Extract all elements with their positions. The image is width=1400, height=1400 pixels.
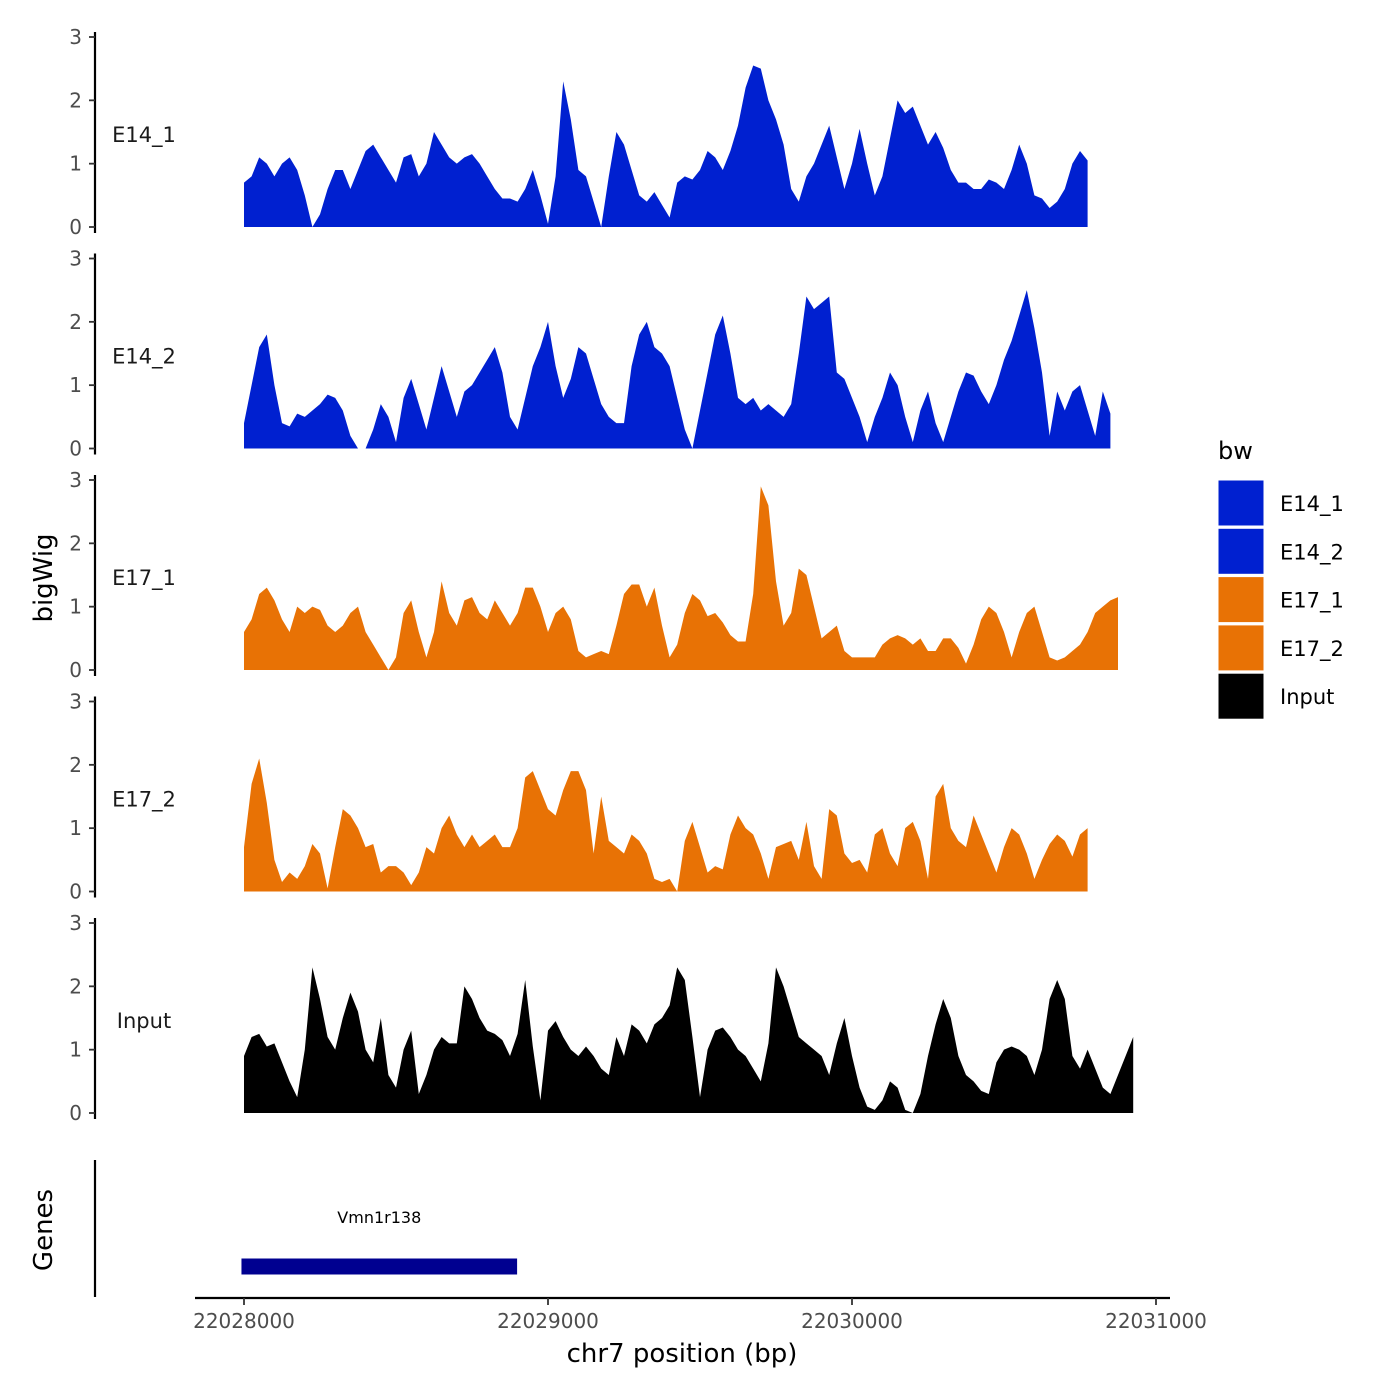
track-E17_1: 0 1 2 3 E17_1 [69, 468, 1118, 682]
track-label: E17_2 [112, 788, 176, 813]
legend-label: E14_2 [1280, 540, 1344, 565]
y-tick-label: 1 [69, 1038, 82, 1062]
y-tick-label: 0 [69, 658, 82, 682]
gene-body [240, 1257, 519, 1276]
legend: bw E14_1 E14_2 E17_1 E17_2 Input [1217, 437, 1344, 720]
signal-area [244, 967, 1134, 1113]
legend-swatch [1217, 527, 1265, 575]
y-tick-label: 3 [69, 247, 82, 271]
x-tick-label: 22030000 [801, 1309, 903, 1333]
tracks-layer: 0 1 2 3 E14_1 0 1 2 3 E14_2 0 1 2 3 E17_1 0 1 2 3 E17_2 0 1 2 3… [69, 25, 1134, 1125]
track-E17_2: 0 1 2 3 E17_2 [69, 690, 1088, 904]
legend-swatch [1217, 624, 1265, 672]
y-tick-label: 2 [69, 531, 82, 555]
y-tick-label: 1 [69, 373, 82, 397]
x-axis-title: chr7 position (bp) [567, 1339, 798, 1369]
x-tick-label: 22028000 [193, 1309, 295, 1333]
track-label: E14_2 [112, 345, 176, 370]
x-axis: 22028000 22029000 22030000 22031000 [193, 1296, 1207, 1333]
legend-title: bw [1218, 437, 1253, 465]
track-E14_1: 0 1 2 3 E14_1 [69, 25, 1088, 239]
legend-label: E17_2 [1280, 637, 1344, 662]
y-tick-label: 1 [69, 595, 82, 619]
y-tick-label: 0 [69, 215, 82, 239]
genes-axis-title: Genes [29, 1189, 59, 1271]
y-tick-label: 2 [69, 88, 82, 112]
legend-label: E17_1 [1280, 589, 1344, 614]
x-tick-label: 22031000 [1105, 1309, 1207, 1333]
y-tick-label: 1 [69, 816, 82, 840]
y-axis-title: bigWig [29, 533, 59, 622]
legend-swatch [1217, 672, 1265, 720]
y-tick-label: 3 [69, 468, 82, 492]
y-tick-label: 2 [69, 753, 82, 777]
track-E14_2: 0 1 2 3 E14_2 [69, 247, 1111, 461]
y-tick-label: 2 [69, 310, 82, 334]
legend-label: Input [1280, 685, 1334, 709]
y-tick-label: 1 [69, 152, 82, 176]
gene-label: Vmn1r138 [337, 1208, 421, 1227]
track-label: E17_1 [112, 566, 176, 591]
legend-swatch [1217, 576, 1265, 624]
track-label: Input [117, 1009, 171, 1033]
signal-area [244, 65, 1088, 227]
y-tick-label: 0 [69, 1101, 82, 1125]
y-tick-label: 3 [69, 690, 82, 714]
signal-area [244, 758, 1088, 892]
track-label: E14_1 [112, 123, 176, 148]
genes-panel: Vmn1r138 [93, 1160, 519, 1297]
y-tick-label: 3 [69, 911, 82, 935]
x-tick-label: 22029000 [497, 1309, 599, 1333]
y-tick-label: 2 [69, 974, 82, 998]
y-tick-label: 3 [69, 25, 82, 49]
y-tick-label: 0 [69, 880, 82, 904]
legend-swatch [1217, 479, 1265, 527]
track-Input: 0 1 2 3 Input [69, 911, 1134, 1125]
signal-area [244, 290, 1111, 449]
y-tick-label: 0 [69, 437, 82, 461]
signal-area [244, 486, 1118, 670]
legend-label: E14_1 [1280, 492, 1344, 517]
